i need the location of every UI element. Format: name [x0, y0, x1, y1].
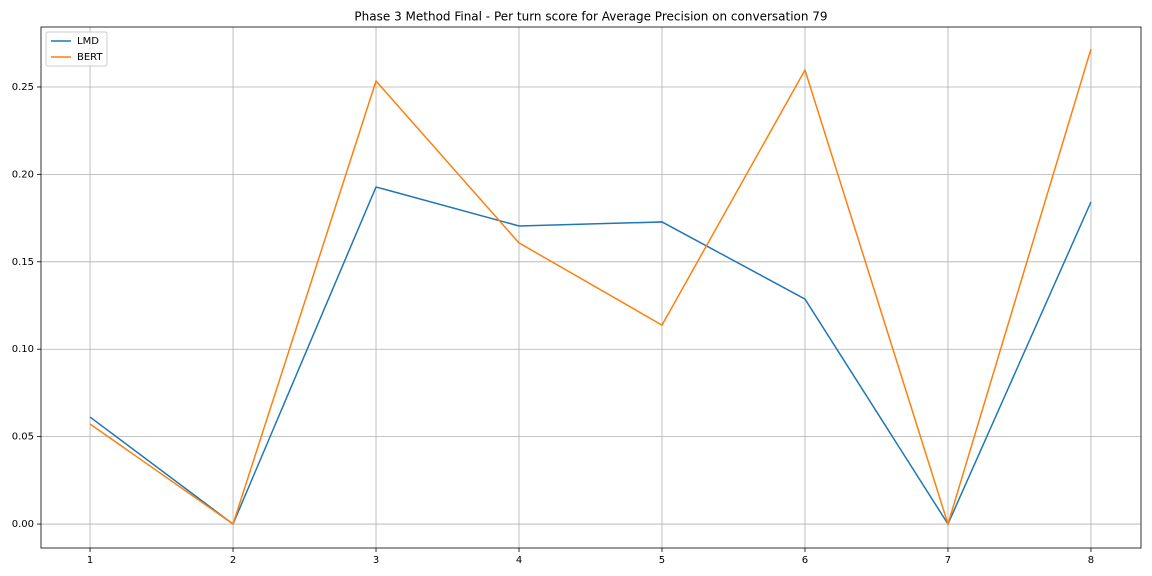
y-tick-label: 0.00 — [12, 519, 34, 530]
y-tick-label: 0.15 — [12, 257, 34, 268]
y-tick-label: 0.20 — [12, 169, 34, 180]
y-tick-label: 0.25 — [12, 82, 34, 93]
y-tick-label: 0.10 — [12, 344, 34, 355]
chart-title: Phase 3 Method Final - Per turn score fo… — [354, 10, 827, 24]
legend-label: BERT — [77, 52, 103, 63]
x-tick-label: 8 — [1088, 555, 1094, 566]
x-tick-label: 2 — [230, 555, 236, 566]
series-line — [89, 186, 1092, 526]
series-line — [89, 48, 1092, 527]
legend-label: LMD — [77, 36, 99, 47]
x-tick-label: 3 — [373, 555, 379, 566]
y-tick-label: 0.05 — [12, 432, 34, 443]
x-tick-label: 5 — [659, 555, 665, 566]
plot-frame — [40, 26, 1142, 549]
x-tick-label: 7 — [945, 555, 951, 566]
x-tick-label: 1 — [87, 555, 93, 566]
x-tick-label: 6 — [802, 555, 808, 566]
x-tick-label: 4 — [516, 555, 522, 566]
